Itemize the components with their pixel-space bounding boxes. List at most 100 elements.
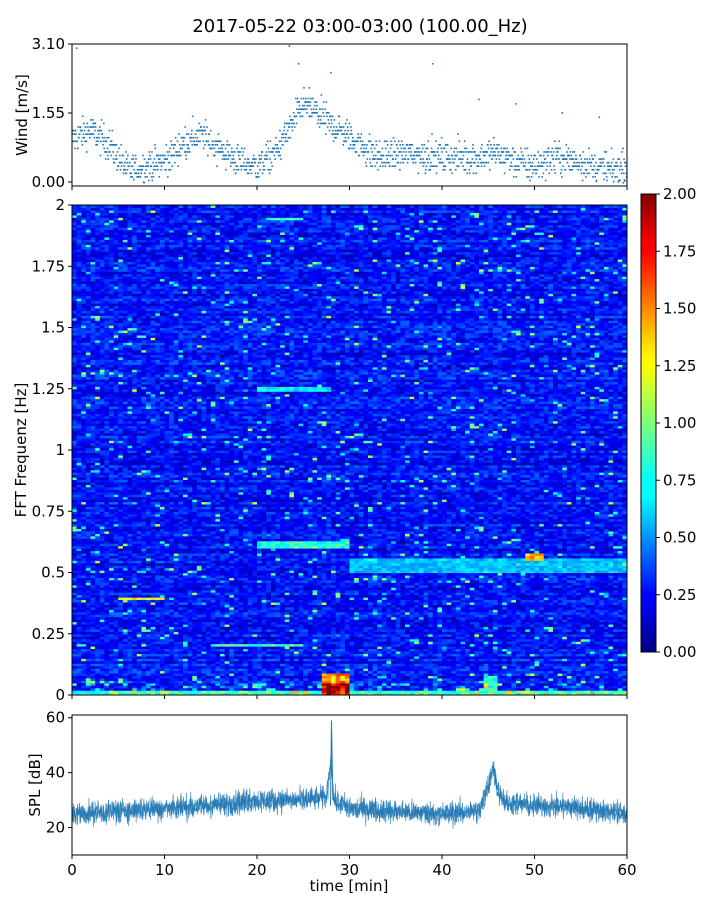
wind-point: [533, 168, 536, 171]
wind-point: [527, 168, 529, 171]
spectrogram-cell: [571, 685, 577, 689]
wind-point: [183, 136, 186, 139]
figure-title: 2017-05-22 03:00-03:00 (100.00_Hz): [192, 16, 527, 37]
wind-point: [384, 165, 387, 167]
spectrogram-cell: [539, 682, 545, 686]
spectrogram-cell: [492, 685, 499, 689]
wind-point: [350, 126, 352, 128]
wind-point: [608, 168, 611, 171]
wind-point: [458, 140, 461, 143]
spectrogram-cell: [146, 690, 152, 694]
wind-point: [385, 161, 387, 164]
spectrogram-cell: [418, 687, 425, 691]
spectrogram-cell: [405, 692, 411, 695]
wind-point: [397, 161, 400, 164]
wind-point: [488, 168, 491, 171]
wind-point: [411, 158, 414, 160]
wind-point: [492, 154, 494, 157]
wind-point: [161, 161, 164, 164]
wind-point: [103, 147, 105, 150]
wind-point: [328, 129, 331, 132]
wind-point: [123, 165, 125, 167]
wind-point: [111, 129, 114, 132]
wind-point: [104, 140, 107, 143]
spectrogram-cell: [340, 685, 346, 689]
spectrogram-cell: [224, 687, 230, 691]
wind-point: [456, 165, 458, 167]
wind-point: [524, 161, 527, 164]
spectrogram-cell: [603, 685, 610, 689]
spectrogram-cell: [423, 682, 429, 686]
wind-point: [400, 147, 403, 150]
wind-point: [581, 165, 584, 167]
wind-point: [285, 133, 288, 135]
spectrogram-cell: [594, 685, 600, 689]
wind-point: [345, 140, 347, 143]
wind-point: [298, 101, 300, 103]
spectrogram-cell: [590, 685, 596, 689]
spectrogram-cell: [224, 685, 230, 689]
spectrogram-cell: [150, 682, 156, 686]
wind-point: [208, 133, 211, 135]
spectrogram-cell: [502, 690, 508, 694]
spectrogram-cell: [136, 680, 142, 684]
wind-point: [427, 154, 430, 157]
wind-point: [213, 147, 216, 150]
spectrogram-cell: [437, 682, 443, 686]
wind-point: [622, 147, 624, 150]
wind-point: [612, 158, 615, 160]
wind-point: [437, 154, 440, 157]
wind-point: [102, 140, 105, 143]
spectrogram-cell: [446, 682, 452, 686]
spectrogram-cell: [381, 687, 388, 691]
wind-point: [122, 172, 125, 175]
spectrogram-cell: [529, 682, 536, 686]
wind-point: [580, 172, 583, 175]
wind-point: [78, 133, 81, 135]
wind-point: [73, 140, 76, 143]
wind-point: [212, 144, 215, 146]
spectrogram-cell: [233, 690, 240, 694]
wind-point: [281, 133, 283, 135]
spectrogram-cell: [469, 685, 475, 689]
wind-point: [245, 165, 248, 167]
wind-point: [115, 158, 118, 160]
spectrogram-cell: [585, 682, 591, 686]
spectrogram-cell: [428, 692, 434, 695]
wind-point: [484, 154, 486, 157]
spectrogram-cell: [479, 682, 485, 686]
spectrogram-cell: [539, 685, 545, 689]
wind-point: [397, 154, 399, 157]
wind-point: [331, 133, 333, 135]
spectrogram-cell: [497, 692, 503, 695]
spectrogram-cell: [206, 685, 212, 689]
spectrogram-cell: [317, 685, 323, 689]
spectrogram-cell: [617, 680, 623, 684]
wind-point: [148, 151, 151, 153]
spectrogram-cell: [344, 680, 351, 684]
wind-point: [366, 144, 368, 146]
wind-point: [392, 158, 394, 160]
wind-point: [151, 179, 154, 182]
wind-point: [318, 115, 320, 118]
spectrogram-cell: [326, 690, 332, 694]
wind-point: [298, 104, 301, 107]
spectrogram-cell: [590, 687, 596, 691]
spectrogram-cell: [557, 687, 563, 691]
wind-point: [322, 101, 325, 103]
spectrogram-cell: [349, 682, 355, 686]
wind-point: [221, 147, 224, 150]
spectrogram-cell: [118, 680, 124, 684]
spectrogram-cell: [104, 677, 110, 681]
spectrogram-cell: [326, 692, 332, 695]
spectrogram-cell: [474, 682, 480, 686]
spectrogram-cell: [275, 685, 281, 689]
spectrogram-cell: [617, 692, 623, 695]
wind-point: [572, 151, 574, 153]
wind-point: [618, 168, 621, 171]
spectrogram-cell: [275, 692, 281, 695]
wind-point: [381, 147, 384, 150]
wind-point: [611, 161, 613, 164]
wind-point: [436, 165, 438, 167]
spectrogram-cell: [183, 680, 189, 684]
